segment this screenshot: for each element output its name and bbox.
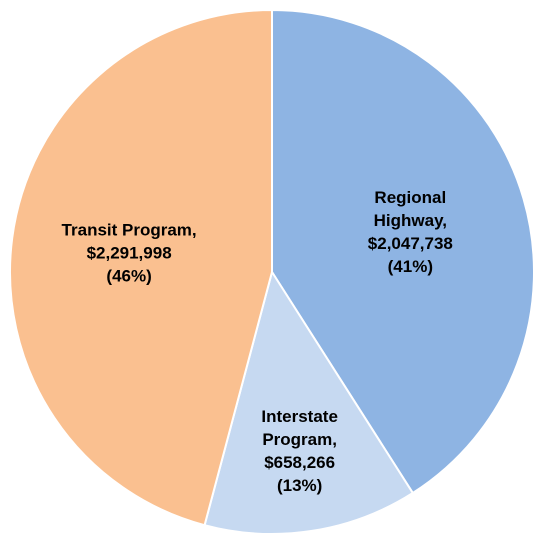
percent-label: (13%) [276,475,323,495]
percent-label: (46%) [106,266,152,286]
category-label: Transit Program, [61,220,197,240]
slice-label: Regional Highway, $2,047,738 (41%) [354,186,466,278]
value-label: $658,266 [264,452,336,472]
category-label: Interstate Program, [261,406,338,449]
category-label: Regional Highway, [373,187,448,230]
pie-slice [271,8,533,495]
pie-slice [9,8,273,527]
slice-label: Transit Program, $2,291,998 (46%) [34,219,224,288]
value-label: $2,047,738 [367,233,453,253]
value-label: $2,291,998 [86,243,172,263]
slice-label: Interstate Program, $658,266 (13%) [244,405,356,497]
pie-slice [203,269,415,535]
percent-label: (41%) [387,256,433,276]
